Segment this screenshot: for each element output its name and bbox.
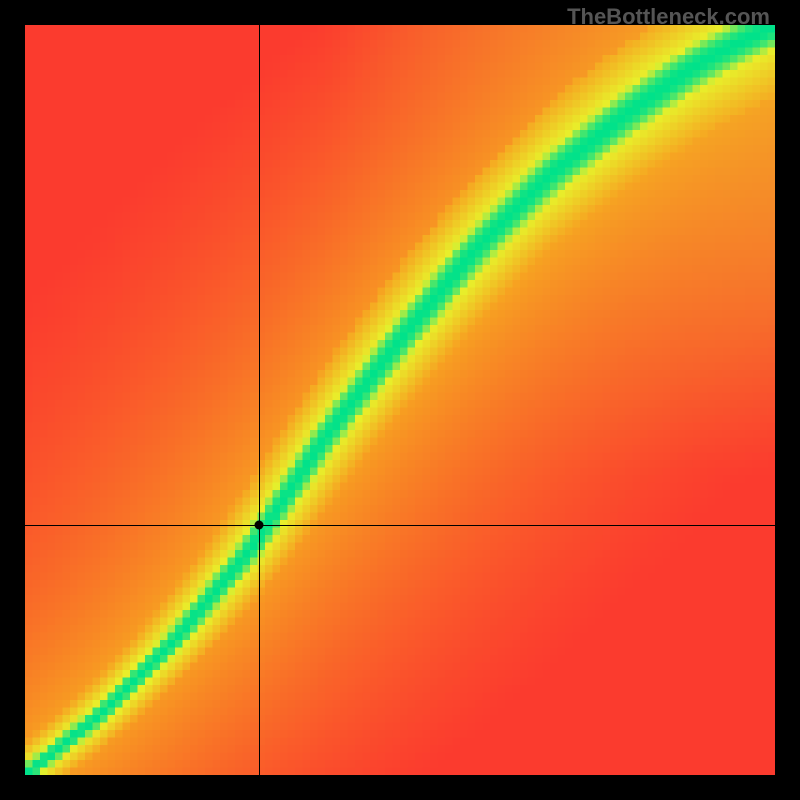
heatmap-canvas (25, 25, 775, 775)
